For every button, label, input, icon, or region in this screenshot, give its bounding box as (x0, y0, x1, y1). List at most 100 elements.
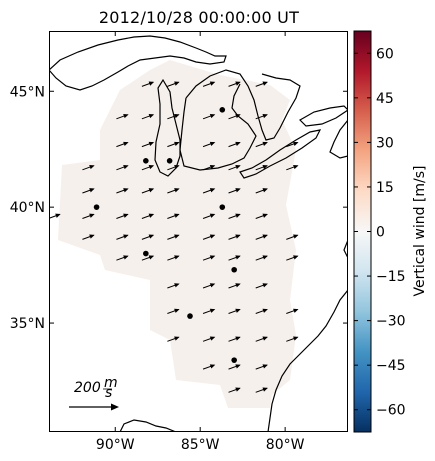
wind-vector (141, 114, 155, 120)
wind-vector (167, 213, 180, 219)
colorbar-tick-label: −45 (376, 358, 406, 374)
wind-vector (228, 81, 241, 87)
wind-vector (255, 283, 268, 289)
wind-vector (228, 114, 241, 120)
wind-vector (202, 213, 216, 219)
lon-tick-label: 80°W (266, 437, 305, 453)
station-marker (143, 158, 149, 164)
wind-vector (202, 234, 216, 240)
reference-arrow: 200 m s (69, 375, 119, 411)
lat-tick-label: 45°N (10, 84, 45, 100)
wind-vector (286, 336, 299, 342)
map-frame (49, 31, 348, 432)
colorbar-tick-label: −15 (376, 269, 406, 285)
wind-vector (141, 188, 155, 194)
wind-vector (167, 283, 180, 289)
wind-vector (116, 213, 129, 219)
reference-value: 200 (74, 380, 101, 396)
wind-vector (167, 114, 180, 120)
lon-tick-label: 85°W (181, 437, 220, 453)
wind-vector (167, 234, 180, 240)
wind-vector (255, 234, 268, 240)
colorbar-label: Vertical wind [m/s] (412, 166, 428, 297)
wind-vectors (49, 81, 299, 393)
station-markers (93, 107, 237, 363)
wind-vector (202, 364, 216, 370)
lon-tick-label: 90°W (96, 437, 135, 453)
wind-vector (255, 188, 268, 194)
wind-vector (141, 81, 155, 87)
colorbar-tick-label: −30 (376, 314, 406, 330)
wind-vector (141, 213, 155, 219)
wind-vector (167, 141, 180, 148)
wind-vector (116, 114, 129, 120)
colorbar-tick-label: 0 (376, 225, 385, 241)
wind-vector (116, 255, 129, 261)
wind-vector (286, 308, 299, 314)
wind-vector (141, 234, 155, 240)
wind-vector (167, 255, 180, 261)
colorbar-ticks: 60 45 30 15 0 −15 −30 −45 −60 (354, 46, 406, 419)
map-axes: 45°N 40°N 35°N 90°W 85°W 80°W (10, 31, 348, 453)
wind-vector (49, 213, 61, 219)
wind-vector (116, 234, 129, 240)
wind-vector (167, 308, 180, 314)
coastlines (49, 35, 348, 432)
wind-vector (255, 387, 268, 393)
wind-vector (202, 308, 216, 314)
station-marker (219, 107, 226, 113)
wind-vector (255, 114, 268, 120)
wind-vector (82, 234, 95, 240)
lat-tick-label: 35°N (10, 316, 45, 332)
wind-vector (141, 255, 155, 261)
wind-vector (255, 213, 268, 219)
lat-tick-label: 40°N (10, 200, 45, 216)
wind-vector (116, 165, 129, 171)
wind-vector (228, 308, 241, 314)
wind-vector (202, 188, 216, 194)
wind-vector (286, 255, 299, 261)
colorbar-tick-label: 15 (376, 180, 394, 196)
wind-vector (286, 165, 299, 171)
atlantic-coast-south (267, 239, 348, 432)
wind-vector (202, 283, 216, 289)
wind-vector (228, 255, 241, 261)
wind-vector (116, 141, 129, 148)
lake-michigan (154, 78, 181, 177)
wind-vector (255, 255, 268, 261)
wind-vector (82, 213, 95, 219)
wind-vector (141, 165, 155, 171)
station-marker (93, 204, 100, 210)
coverage-region (58, 60, 296, 408)
map-title: 2012/10/28 00:00:00 UT (98, 8, 300, 27)
wind-vector (167, 165, 180, 171)
wind-vector (202, 336, 216, 342)
gulf-coast (119, 419, 177, 432)
wind-vector (202, 141, 216, 148)
station-marker (143, 250, 149, 257)
wind-vector (167, 188, 180, 194)
wind-vector (255, 165, 268, 171)
station-marker (231, 357, 237, 363)
wind-vector (82, 165, 95, 171)
wind-vector (116, 188, 129, 194)
wind-vector (286, 234, 299, 240)
reference-unit-denominator: s (105, 385, 112, 401)
colorbar-tick-label: 30 (376, 135, 394, 151)
colorbar-tick-label: 60 (376, 46, 394, 62)
wind-vector (228, 165, 241, 171)
colorbar-tick-label: 45 (376, 91, 394, 107)
wind-vector (228, 234, 241, 240)
lake-superior (49, 35, 227, 91)
wind-vector (255, 336, 268, 342)
wind-vector (167, 81, 180, 87)
wind-vector (141, 141, 155, 148)
lake-erie (239, 129, 322, 179)
wind-vector (82, 188, 95, 194)
wind-vector (228, 283, 241, 289)
station-marker (231, 266, 237, 273)
wind-vector (202, 81, 216, 87)
wind-vector (202, 255, 216, 261)
wind-vector (255, 141, 268, 148)
wind-vector (255, 308, 268, 314)
